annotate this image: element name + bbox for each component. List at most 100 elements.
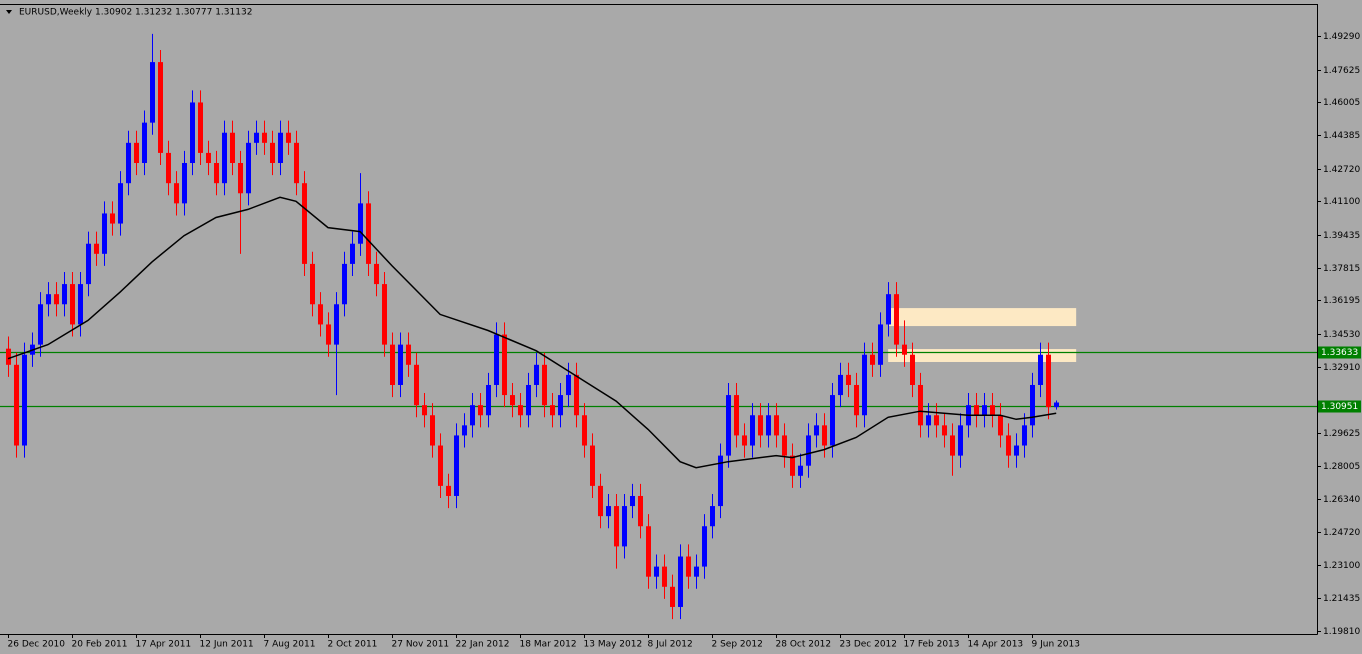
candle-body — [566, 374, 571, 396]
candle-body — [606, 506, 611, 517]
candle-body — [638, 495, 643, 527]
x-tick-label: 9 Jun 2013 — [1032, 640, 1080, 650]
candle-body — [390, 344, 395, 385]
candle-body — [22, 354, 27, 446]
candle-body — [598, 485, 603, 517]
y-tick-label: 1.39435 — [1323, 231, 1360, 241]
y-tick-label: 1.49290 — [1323, 32, 1360, 42]
candle-body — [382, 284, 387, 345]
candle-body — [166, 152, 171, 184]
candle-body — [6, 348, 11, 365]
y-tick-label: 1.44385 — [1323, 131, 1360, 141]
levels — [0, 351, 1317, 408]
y-tick-label: 1.37815 — [1323, 264, 1360, 274]
candle-body — [454, 435, 459, 496]
candle-body — [310, 263, 315, 305]
menu-arrow[interactable] — [6, 10, 12, 14]
x-tick-label: 17 Apr 2011 — [136, 640, 192, 650]
candle-body — [990, 405, 995, 416]
candle-body — [726, 395, 731, 456]
candle-body — [822, 425, 827, 446]
candle-body — [294, 142, 299, 184]
candle-body — [646, 526, 651, 577]
moving-average-layer — [7, 196, 1057, 469]
candle-body — [614, 506, 619, 547]
candle-body — [902, 344, 907, 355]
candle-body — [942, 425, 947, 436]
candle-body — [14, 364, 19, 446]
candle-body — [870, 354, 875, 365]
y-tick-label: 1.42720 — [1323, 165, 1360, 175]
candle-body — [206, 152, 211, 164]
y-tick-label: 1.23100 — [1323, 561, 1360, 571]
candle-body — [798, 465, 803, 476]
candle-body — [742, 435, 747, 446]
candle-body — [958, 425, 963, 456]
candle-body — [94, 243, 99, 254]
candle-body — [1038, 354, 1043, 385]
candle-body — [150, 62, 155, 123]
candle-body — [694, 566, 699, 577]
candle-body — [54, 294, 59, 305]
level-label: 1.30951 — [1321, 402, 1358, 412]
candle-body — [934, 415, 939, 426]
candle-body — [910, 354, 915, 385]
candle-body — [774, 415, 779, 436]
candle-body — [262, 132, 267, 143]
x-tick-label: 2 Sep 2012 — [712, 640, 763, 650]
candle-body — [70, 284, 75, 325]
x-tick-label: 27 Nov 2011 — [392, 640, 450, 650]
candle-body — [862, 354, 867, 416]
y-tick-label: 1.41100 — [1323, 197, 1360, 207]
candle-body — [438, 445, 443, 486]
candle-body — [398, 344, 403, 385]
candle-body — [590, 445, 595, 486]
candle-body — [222, 132, 227, 184]
candle-body — [950, 435, 955, 456]
x-tick-label: 14 Apr 2013 — [968, 640, 1024, 650]
candle-body — [702, 526, 707, 567]
candle-body — [750, 415, 755, 446]
x-tick-label: 22 Jan 2012 — [456, 640, 510, 650]
candles — [6, 33, 1059, 620]
candle-body — [302, 183, 307, 264]
candle-body — [38, 304, 43, 345]
candle-body — [766, 415, 771, 436]
candle-body — [334, 304, 339, 345]
candle-body — [846, 374, 851, 385]
candle-body — [806, 435, 811, 466]
candle-body — [174, 183, 179, 204]
y-tick-label: 1.36195 — [1323, 296, 1360, 306]
x-tick-label: 23 Dec 2012 — [840, 640, 898, 650]
candle-body — [678, 556, 683, 607]
y-tick-label: 1.32910 — [1323, 363, 1360, 373]
x-tick-label: 28 Oct 2012 — [776, 640, 832, 650]
candle-body — [886, 294, 891, 325]
x-tick-label: 13 May 2012 — [584, 640, 643, 650]
candle-body — [414, 364, 419, 406]
candle-body — [558, 395, 563, 416]
candle-body — [1006, 435, 1011, 456]
candle-body — [326, 324, 331, 345]
candle-body — [582, 415, 587, 446]
candle-body — [878, 324, 883, 365]
candle-body — [86, 243, 91, 285]
candle-body — [1014, 445, 1019, 456]
x-tick-label: 8 Jul 2012 — [648, 640, 693, 650]
candle-body — [982, 405, 987, 416]
x-tick-label: 2 Oct 2011 — [328, 640, 378, 650]
candle-body — [406, 344, 411, 365]
candle-body — [182, 163, 187, 204]
candle-body — [358, 203, 363, 244]
candle-body — [654, 566, 659, 577]
candle-body — [718, 455, 723, 507]
candle-body — [374, 263, 379, 285]
y-tick-label: 1.24720 — [1323, 528, 1360, 538]
candle-body — [46, 294, 51, 305]
candle-body — [430, 415, 435, 446]
candle-body — [494, 334, 499, 385]
x-tick-label: 12 Jun 2011 — [200, 640, 254, 650]
x-tick-label: 26 Dec 2010 — [8, 640, 66, 650]
candle-body — [502, 334, 507, 396]
